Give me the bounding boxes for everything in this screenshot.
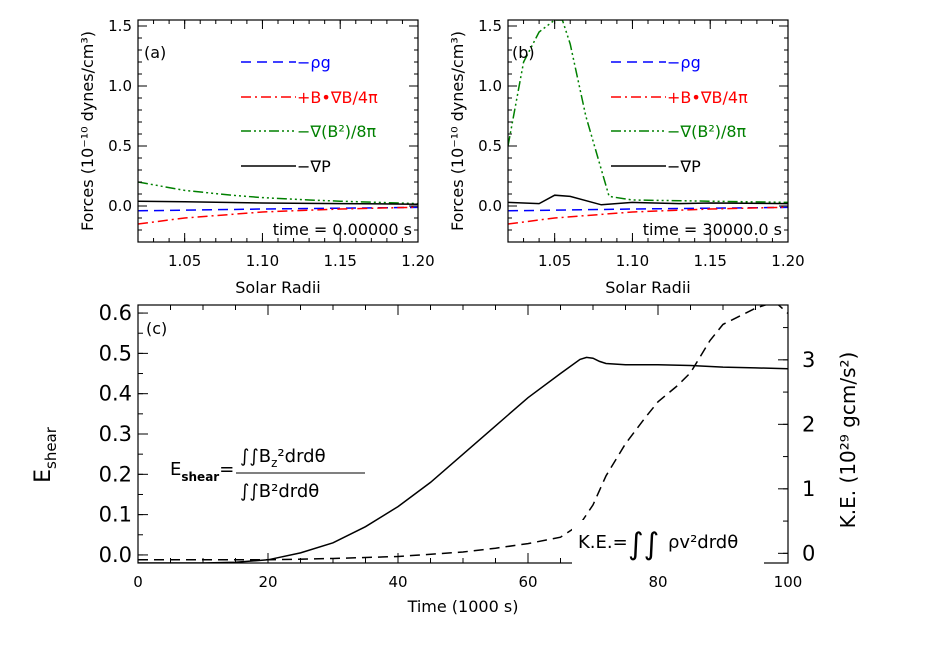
panel-b-series-3 — [508, 194, 788, 206]
panel-a-ylabel: Forces (10⁻¹⁰ dynes/cm³) — [78, 31, 97, 231]
panel-a: 1.05 1.10 1.15 1.20 0.0 0.5 1.0 1.5 (a) Solar R… — [78, 17, 435, 297]
y-tick-label: 1.0 — [108, 77, 132, 95]
eshear-formula-eq: = — [219, 459, 234, 480]
y-tick-label: 0.2 — [99, 462, 132, 486]
y-tick-label: 0.5 — [99, 341, 132, 365]
panel-a-annotation: time = 0.00000 s — [273, 220, 412, 239]
ke-formula-bg — [572, 520, 764, 564]
x-tick-label: 1.05 — [168, 252, 201, 270]
eshear-formula-den: ∫∫B²drdθ — [240, 481, 319, 502]
eshear-formula-sub: shear — [181, 470, 219, 484]
panel-a-series-1 — [138, 206, 418, 225]
panel-b-series-1 — [508, 206, 788, 225]
panel-b-series-2 — [508, 20, 788, 204]
eshear-formula-e: E — [170, 459, 181, 480]
y-tick-label: 0.3 — [99, 422, 132, 446]
legend-label-1: +B•∇B/4π — [667, 88, 748, 107]
panel-b-ticks: 1.05 1.10 1.15 1.20 0.0 0.5 1.0 1.5 — [478, 17, 805, 270]
y-tick-label: 0.6 — [99, 301, 132, 325]
panel-c-series — [138, 305, 788, 563]
x-tick-label: 1.20 — [401, 252, 434, 270]
ke-formula-integrals: ∫∫ — [628, 527, 659, 562]
eshear-num-rest: ²drdθ — [277, 446, 325, 467]
ke-formula-lhs: K.E.= — [578, 532, 628, 553]
legend-label-2: −∇(B²)/8π — [667, 122, 747, 141]
panel-b-ylabel: Forces (10⁻¹⁰ dynes/cm³) — [448, 31, 467, 231]
eshear-formula-num: ∫∫Bz²drdθ — [240, 446, 326, 470]
y-tick-label: 0.0 — [108, 197, 132, 215]
x-tick-label: 1.10 — [616, 252, 649, 270]
x-tick-label: 20 — [258, 573, 277, 591]
panel-a-series-0 — [138, 206, 418, 212]
panel-c-xlabel: Time (1000 s) — [407, 597, 519, 616]
x-tick-label: 0 — [133, 573, 143, 591]
panel-b: 1.05 1.10 1.15 1.20 0.0 0.5 1.0 1.5 (b) Solar R… — [448, 17, 805, 297]
panel-b-label: (b) — [512, 43, 535, 62]
panel-b-legend: −ρg +B•∇B/4π −∇(B²)/8π −∇P — [611, 53, 748, 176]
y-right-tick-label: 0 — [802, 541, 815, 565]
x-tick-label: 80 — [648, 573, 667, 591]
eshear-formula-lhs: Eshear= — [170, 459, 234, 484]
ke-formula: K.E.= ∫∫ ρv²drdθ — [572, 520, 764, 564]
panel-c-series-0 — [138, 356, 788, 563]
panel-c-ticks: 0 20 40 60 80 100 0.0 0.1 0.2 0.3 0.4 0.5 0.6 0 1 2 3 — [99, 301, 816, 591]
legend-label-3: −∇P — [667, 157, 701, 176]
ylabel-e: E — [31, 469, 56, 483]
eshear-num-sub: z — [271, 456, 277, 470]
panel-a-series-3 — [138, 200, 418, 205]
panel-c-ylabel-left: Eshear — [31, 426, 60, 483]
x-tick-label: 1.10 — [246, 252, 279, 270]
y-tick-label: 0.0 — [478, 197, 502, 215]
panel-b-xlabel: Solar Radii — [605, 278, 690, 297]
panel-c-series-1 — [138, 305, 788, 561]
panel-b-series — [508, 20, 788, 225]
y-right-tick-label: 3 — [802, 348, 815, 372]
x-tick-label: 40 — [388, 573, 407, 591]
y-right-tick-label: 1 — [802, 477, 815, 501]
legend-label-1: +B•∇B/4π — [297, 88, 378, 107]
x-tick-label: 60 — [518, 573, 537, 591]
panel-a-label: (a) — [144, 43, 166, 62]
y-tick-label: 0.5 — [108, 137, 132, 155]
y-tick-label: 0.0 — [99, 543, 132, 567]
legend-label-0: −ρg — [667, 53, 701, 72]
panel-a-series — [138, 181, 418, 225]
x-tick-label: 1.15 — [694, 252, 727, 270]
y-tick-label: 0.5 — [478, 137, 502, 155]
legend-label-2: −∇(B²)/8π — [297, 122, 377, 141]
y-tick-label: 0.1 — [99, 503, 132, 527]
x-tick-label: 1.05 — [538, 252, 571, 270]
panel-a-series-2 — [138, 181, 418, 205]
panel-a-xlabel: Solar Radii — [235, 278, 320, 297]
panel-c-label: (c) — [146, 319, 167, 338]
y-tick-label: 1.5 — [108, 17, 132, 35]
legend-label-3: −∇P — [297, 157, 331, 176]
eshear-formula: Eshear= ∫∫Bz²drdθ ∫∫B²drdθ — [170, 446, 365, 502]
x-tick-label: 1.15 — [324, 252, 357, 270]
x-tick-label: 1.20 — [771, 252, 804, 270]
panel-c: 0 20 40 60 80 100 0.0 0.1 0.2 0.3 0.4 0.5 0.6 0 1 2 3 (c… — [31, 301, 860, 616]
ke-formula-integrand: ρv²drdθ — [668, 532, 738, 553]
y-tick-label: 1.0 — [478, 77, 502, 95]
ylabel-sub: shear — [42, 426, 60, 469]
panel-c-ylabel-right: K.E. (10²⁹ gcm/s²) — [836, 352, 860, 529]
panel-b-series-0 — [508, 206, 788, 212]
panel-a-legend: −ρg +B•∇B/4π −∇(B²)/8π −∇P — [241, 53, 378, 176]
panel-a-ticks: 1.05 1.10 1.15 1.20 0.0 0.5 1.0 1.5 — [108, 17, 435, 270]
panel-b-annotation: time = 30000.0 s — [643, 220, 782, 239]
y-tick-label: 0.4 — [99, 382, 132, 406]
y-right-tick-label: 2 — [802, 412, 815, 436]
legend-label-0: −ρg — [297, 53, 331, 72]
eshear-num-a: ∫∫B — [240, 446, 271, 467]
x-tick-label: 100 — [774, 573, 803, 591]
y-tick-label: 1.5 — [478, 17, 502, 35]
